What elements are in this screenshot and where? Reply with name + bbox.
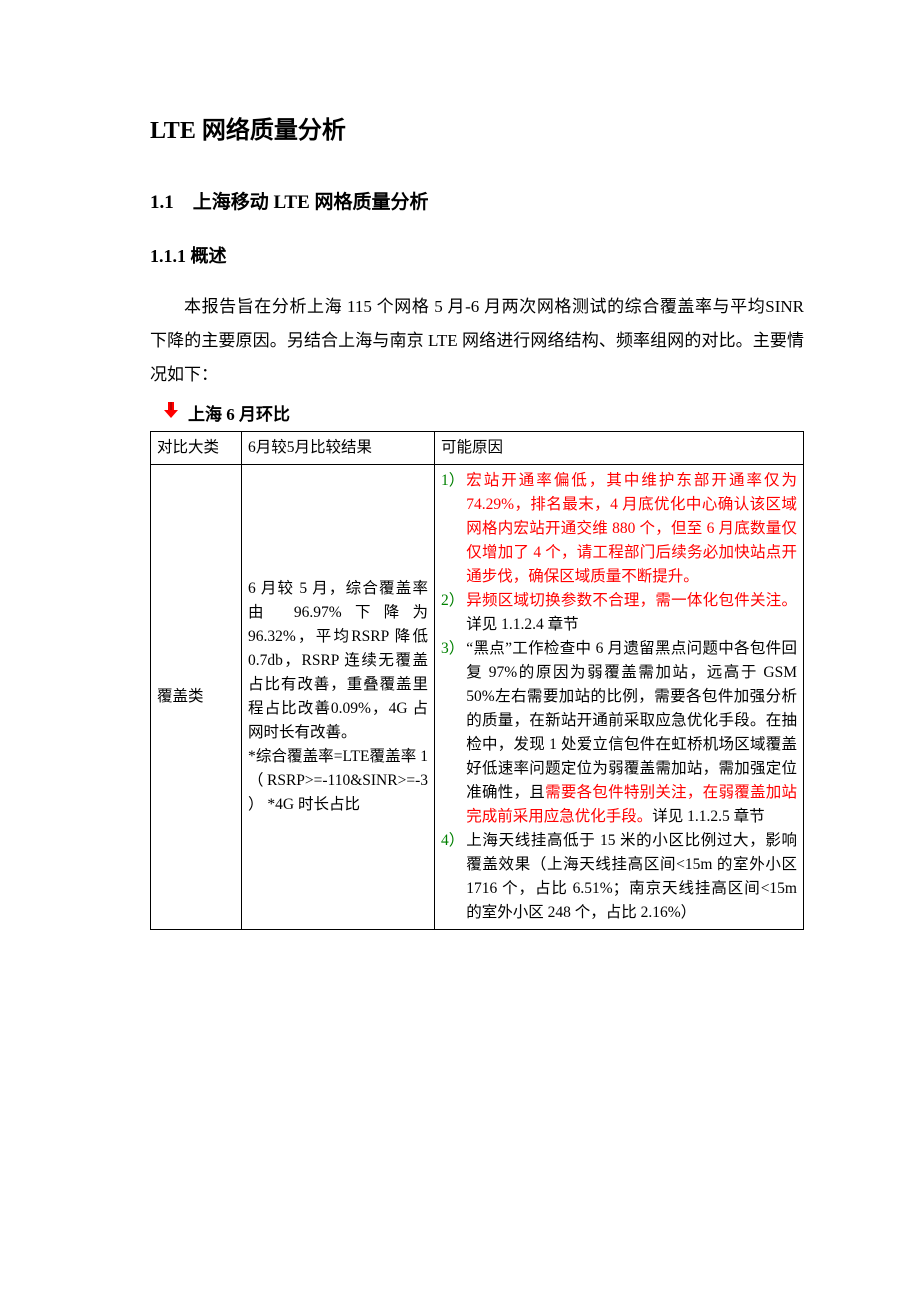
reason-body: 上海天线挂高低于 15 米的小区比例过大，影响覆盖效果（上海天线挂高区间<15m… [466,829,797,925]
reason-number: 4） [441,829,464,853]
reason-item: 2）异频区域切换参数不合理，需一体化包件关注。详见 1.1.2.4 章节 [441,589,797,637]
table-row: 覆盖类 6 月较 5 月，综合覆盖率由 96.97%下降为 96.32%，平均R… [151,465,804,930]
bullet-text: 上海 6 月环比 [188,400,290,425]
cell-result: 6 月较 5 月，综合覆盖率由 96.97%下降为 96.32%，平均RSRP … [242,465,435,930]
downarrow-icon [164,402,178,423]
reason-number: 1） [441,469,464,493]
reason-item: 3）“黑点”工作检查中 6 月遗留黑点问题中各包件回复 97%的原因为弱覆盖需加… [441,637,797,829]
intro-paragraph: 本报告旨在分析上海 115 个网格 5 月-6 月两次网格测试的综合覆盖率与平均… [150,290,804,392]
document-page: LTE 网络质量分析 1.1 上海移动 LTE 网格质量分析 1.1.1 概述 … [0,0,920,1030]
cell-category: 覆盖类 [151,465,242,930]
table-header-row: 对比大类 6月较5月比较结果 可能原因 [151,432,804,465]
doc-title: LTE 网络质量分析 [150,110,804,145]
heading-1-1: 1.1 上海移动 LTE 网格质量分析 [150,187,804,214]
th-reason: 可能原因 [435,432,804,465]
cell-reasons: 1）宏站开通率偏低，其中维护东部开通率仅为74.29%，排名最末，4 月底优化中… [435,465,804,930]
heading-1-1-1: 1.1.1 概述 [150,242,804,268]
reason-item: 1）宏站开通率偏低，其中维护东部开通率仅为74.29%，排名最末，4 月底优化中… [441,469,797,589]
reason-item: 4）上海天线挂高低于 15 米的小区比例过大，影响覆盖效果（上海天线挂高区间<1… [441,829,797,925]
th-category: 对比大类 [151,432,242,465]
reason-body: 异频区域切换参数不合理，需一体化包件关注。详见 1.1.2.4 章节 [466,589,797,637]
reason-number: 3） [441,637,464,661]
reason-body: 宏站开通率偏低，其中维护东部开通率仅为74.29%，排名最末，4 月底优化中心确… [466,469,797,589]
bullet-shanghai-june: 上海 6 月环比 [150,400,804,425]
comparison-table: 对比大类 6月较5月比较结果 可能原因 覆盖类 6 月较 5 月，综合覆盖率由 … [150,431,804,930]
th-result: 6月较5月比较结果 [242,432,435,465]
reason-number: 2） [441,589,464,613]
reason-body: “黑点”工作检查中 6 月遗留黑点问题中各包件回复 97%的原因为弱覆盖需加站，… [466,637,797,829]
